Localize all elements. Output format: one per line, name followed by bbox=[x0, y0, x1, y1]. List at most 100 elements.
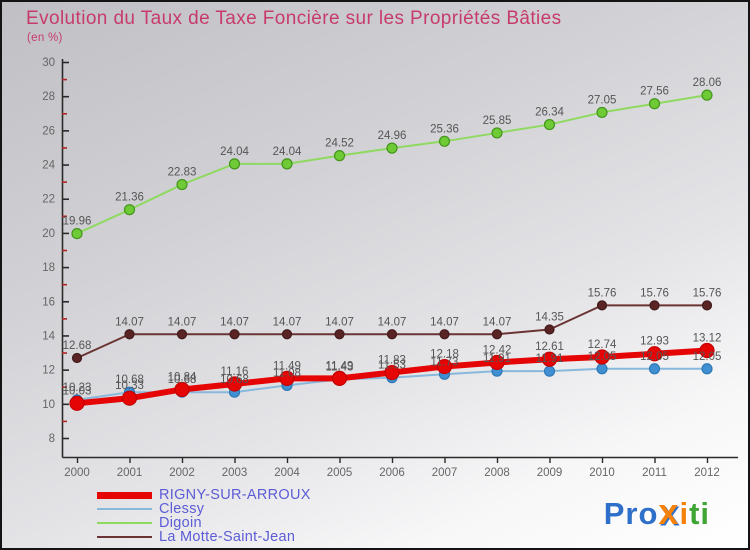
data-point bbox=[649, 300, 660, 311]
chart-plot: 8 10 12 14 16 18 20 22 24 26 28 30 2000 2001 2002 2003 2… bbox=[42, 57, 738, 479]
legend-label: Digoin bbox=[159, 515, 202, 531]
logo-part: Pro bbox=[603, 496, 659, 531]
data-point bbox=[648, 363, 661, 375]
data-point bbox=[438, 135, 451, 147]
chart-text: 2009 bbox=[537, 467, 563, 479]
chart-text: 2002 bbox=[169, 467, 195, 479]
data-point bbox=[229, 329, 240, 340]
data-label: 14.07 bbox=[273, 316, 302, 328]
data-label: 24.04 bbox=[273, 146, 302, 158]
data-label: 27.56 bbox=[640, 86, 669, 98]
data-point bbox=[489, 354, 505, 371]
data-label: 10.23 bbox=[63, 382, 92, 394]
data-label: 22.83 bbox=[168, 167, 197, 179]
chart-text: 28 bbox=[42, 91, 55, 103]
data-label: 10.33 bbox=[115, 380, 144, 392]
data-label: 14.07 bbox=[325, 316, 354, 328]
series-rigny-sur-arroux bbox=[69, 342, 715, 411]
series-labels-2: 19.96 21.36 22.83 24.04 24.04 24.52 24.96 25.36… bbox=[63, 77, 722, 227]
data-point bbox=[176, 329, 188, 340]
data-point bbox=[648, 98, 661, 110]
data-label: 10.03 bbox=[63, 385, 92, 397]
chart-subtitle: (en %) bbox=[27, 32, 63, 44]
data-point bbox=[331, 370, 348, 386]
data-label: 10.68 bbox=[220, 374, 249, 386]
data-point bbox=[71, 352, 83, 364]
data-point bbox=[543, 118, 556, 131]
data-label: 14.07 bbox=[378, 316, 407, 328]
chart-text: 22 bbox=[42, 194, 55, 206]
data-label: 12.74 bbox=[588, 339, 617, 351]
data-label: 15.76 bbox=[640, 287, 669, 299]
chart-text: 10 bbox=[42, 399, 55, 411]
chart-text: 24 bbox=[42, 160, 55, 172]
series-labels-0: 10.03 10.33 10.84 11.16 11.49 11.49 11.83 12.18… bbox=[63, 332, 722, 397]
chart-text: 2008 bbox=[484, 467, 510, 479]
data-label: 11.16 bbox=[221, 366, 249, 378]
legend-label: La Motte-Saint-Jean bbox=[159, 529, 296, 545]
data-label: 12.18 bbox=[430, 349, 459, 361]
data-label: 12.42 bbox=[483, 344, 512, 356]
data-point bbox=[596, 300, 608, 311]
chart-text: 2005 bbox=[327, 467, 353, 479]
data-label: 11.91 bbox=[536, 353, 564, 365]
data-point bbox=[439, 329, 450, 340]
chart-legend: RIGNY-SUR-ARROUX Clessy Digoin La Motte-… bbox=[97, 488, 311, 544]
data-label: 21.36 bbox=[115, 192, 144, 204]
data-label: 13.12 bbox=[693, 332, 722, 344]
data-point bbox=[543, 365, 556, 377]
data-point bbox=[69, 395, 85, 411]
legend-item-rigny-sur-arroux: RIGNY-SUR-ARROUX bbox=[97, 488, 311, 502]
data-point bbox=[701, 300, 713, 311]
chart-text: 2011 bbox=[642, 467, 667, 479]
logo-x-mark: x bbox=[658, 491, 680, 532]
proxiti-logo[interactable]: Proxiti bbox=[604, 491, 710, 533]
data-label: 14.07 bbox=[220, 316, 249, 328]
data-point bbox=[226, 376, 243, 392]
legend-swatch bbox=[97, 522, 152, 524]
data-label: 10.68 bbox=[168, 374, 197, 386]
data-label: 19.96 bbox=[63, 216, 92, 228]
chart-text: 14 bbox=[42, 330, 55, 342]
data-point bbox=[176, 178, 188, 191]
chart-text: 30 bbox=[42, 57, 55, 69]
legend-swatch bbox=[97, 508, 152, 510]
data-label: 14.07 bbox=[430, 316, 459, 328]
data-label: 15.76 bbox=[588, 287, 617, 299]
data-point bbox=[334, 329, 345, 340]
data-point bbox=[491, 329, 503, 340]
data-label: 11.08 bbox=[273, 367, 301, 379]
data-point bbox=[386, 142, 398, 154]
chart-text: 8 bbox=[49, 433, 55, 445]
legend-item-clessy: Clessy bbox=[97, 502, 311, 516]
data-label: 24.04 bbox=[220, 146, 249, 158]
data-label: 14.35 bbox=[535, 311, 564, 323]
chart-text: 2007 bbox=[432, 467, 458, 479]
data-point bbox=[279, 370, 295, 386]
data-point bbox=[123, 204, 136, 216]
legend-label: Clessy bbox=[159, 501, 205, 517]
series-labels-1: 10.23 10.68 10.68 10.68 11.08 11.43 11.53 11.73… bbox=[63, 351, 722, 394]
series-digoin bbox=[71, 89, 713, 240]
data-label: 12.05 bbox=[588, 351, 617, 363]
series-labels-3: 12.68 14.07 14.07 14.07 14.07 14.07 14.07 14.07… bbox=[63, 287, 722, 352]
data-point bbox=[491, 127, 503, 139]
data-label: 11.49 bbox=[273, 360, 301, 372]
series-line bbox=[76, 94, 708, 235]
chart-text: 2003 bbox=[222, 467, 248, 479]
data-label: 12.93 bbox=[640, 336, 669, 348]
data-label: 11.43 bbox=[326, 361, 354, 373]
logo-part: ti bbox=[689, 496, 710, 531]
data-point bbox=[594, 349, 610, 365]
legend-item-digoin: Digoin bbox=[97, 516, 311, 530]
chart-text: 16 bbox=[42, 296, 55, 308]
data-point bbox=[596, 363, 608, 375]
data-label: 11.73 bbox=[431, 356, 459, 368]
legend-item-la-motte-saint-jean: La Motte-Saint-Jean bbox=[97, 530, 311, 544]
data-point bbox=[228, 158, 241, 170]
data-point bbox=[333, 150, 346, 162]
data-point bbox=[701, 89, 713, 101]
legend-swatch bbox=[97, 536, 152, 538]
data-point bbox=[124, 329, 135, 340]
chart-text: 12 bbox=[42, 365, 55, 377]
